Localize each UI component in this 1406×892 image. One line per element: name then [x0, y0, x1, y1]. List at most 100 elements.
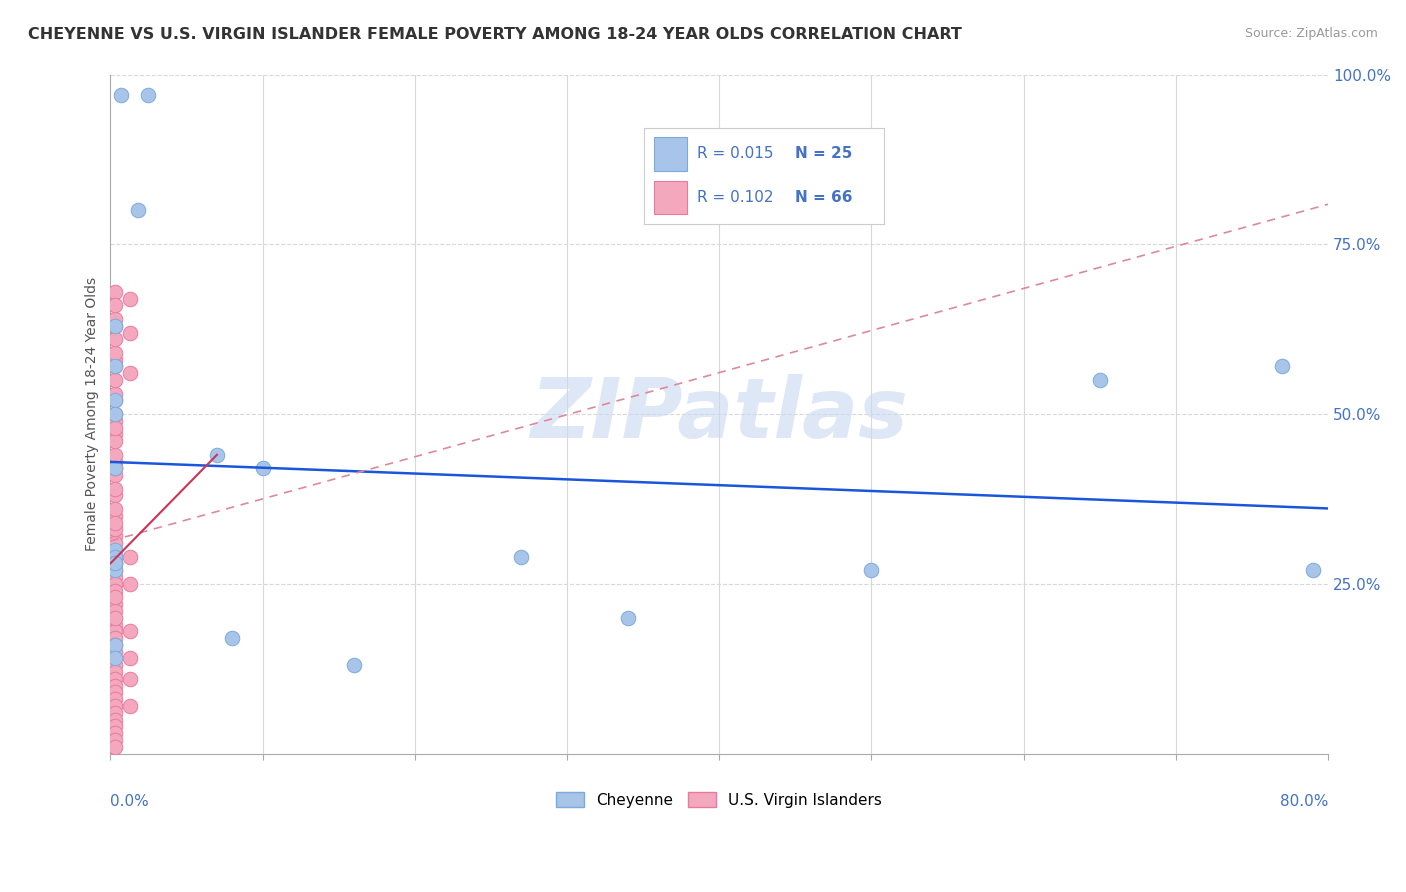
Point — [104, 583, 127, 598]
Point — [104, 461, 127, 475]
Point — [104, 726, 127, 740]
Point — [1302, 563, 1324, 577]
Point — [104, 549, 127, 564]
Point — [120, 576, 142, 591]
Point — [104, 557, 127, 571]
Point — [120, 651, 142, 665]
Point — [104, 651, 127, 665]
Point — [104, 386, 127, 401]
Point — [104, 719, 127, 733]
Text: N = 25: N = 25 — [796, 146, 852, 161]
Point — [104, 393, 127, 408]
Point — [104, 591, 127, 605]
Point — [104, 563, 127, 577]
Point — [104, 332, 127, 346]
Point — [104, 285, 127, 299]
Text: R = 0.102: R = 0.102 — [697, 190, 773, 205]
Point — [104, 414, 127, 428]
Point — [110, 87, 132, 102]
Point — [104, 468, 127, 483]
Point — [104, 359, 127, 374]
Point — [104, 318, 127, 333]
Point — [104, 502, 127, 516]
Point — [104, 597, 127, 611]
Point — [104, 672, 127, 686]
Point — [104, 665, 127, 679]
Point — [104, 523, 127, 537]
Point — [104, 557, 127, 571]
Point — [104, 685, 127, 699]
Point — [104, 448, 127, 462]
Bar — [654, 137, 688, 171]
Text: 80.0%: 80.0% — [1279, 794, 1329, 809]
Point — [104, 529, 127, 543]
Point — [104, 359, 127, 374]
Point — [510, 549, 533, 564]
Point — [104, 482, 127, 496]
Point — [104, 373, 127, 387]
Point — [104, 638, 127, 652]
Point — [104, 427, 127, 442]
Point — [104, 312, 127, 326]
Point — [120, 292, 142, 306]
Point — [104, 706, 127, 720]
Point — [104, 508, 127, 523]
Point — [120, 698, 142, 713]
Point — [104, 739, 127, 754]
Point — [104, 624, 127, 639]
Point — [104, 645, 127, 659]
Point — [104, 611, 127, 625]
Point — [104, 631, 127, 645]
Point — [104, 461, 127, 475]
Point — [1271, 359, 1294, 374]
Point — [104, 638, 127, 652]
Point — [104, 346, 127, 360]
Point — [138, 87, 160, 102]
Point — [860, 563, 883, 577]
Point — [343, 658, 366, 673]
Point — [617, 611, 640, 625]
Point — [104, 318, 127, 333]
Y-axis label: Female Poverty Among 18-24 Year Olds: Female Poverty Among 18-24 Year Olds — [86, 277, 100, 551]
Point — [104, 488, 127, 502]
Point — [104, 679, 127, 693]
Point — [104, 576, 127, 591]
Point — [120, 326, 142, 340]
Point — [104, 542, 127, 557]
Point — [104, 713, 127, 727]
Point — [104, 563, 127, 577]
Legend: Cheyenne, U.S. Virgin Islanders: Cheyenne, U.S. Virgin Islanders — [550, 786, 889, 814]
Point — [127, 203, 149, 218]
Point — [120, 672, 142, 686]
Point — [205, 448, 228, 462]
Text: Source: ZipAtlas.com: Source: ZipAtlas.com — [1244, 27, 1378, 40]
Point — [104, 733, 127, 747]
Point — [120, 624, 142, 639]
Point — [104, 393, 127, 408]
Point — [221, 631, 243, 645]
Point — [1088, 373, 1111, 387]
Point — [104, 557, 127, 571]
Point — [104, 542, 127, 557]
Point — [104, 420, 127, 434]
Point — [104, 698, 127, 713]
Point — [104, 604, 127, 618]
Text: CHEYENNE VS U.S. VIRGIN ISLANDER FEMALE POVERTY AMONG 18-24 YEAR OLDS CORRELATIO: CHEYENNE VS U.S. VIRGIN ISLANDER FEMALE … — [28, 27, 962, 42]
Point — [104, 658, 127, 673]
Point — [104, 407, 127, 421]
Point — [104, 692, 127, 706]
Point — [104, 434, 127, 449]
Point — [104, 454, 127, 468]
Point — [104, 549, 127, 564]
Text: ZIPatlas: ZIPatlas — [530, 374, 908, 455]
Point — [104, 298, 127, 312]
Point — [120, 366, 142, 380]
Point — [104, 536, 127, 550]
Point — [104, 516, 127, 530]
Text: R = 0.015: R = 0.015 — [697, 146, 773, 161]
Point — [104, 570, 127, 584]
Text: N = 66: N = 66 — [796, 190, 853, 205]
Point — [104, 352, 127, 367]
Point — [104, 617, 127, 632]
Point — [104, 407, 127, 421]
